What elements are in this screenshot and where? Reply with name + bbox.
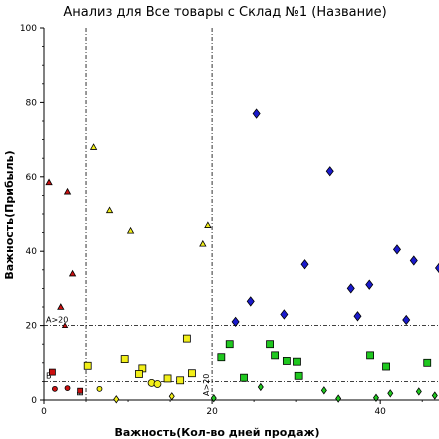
- data-point: [409, 255, 418, 266]
- annotation-label: A>20: [46, 316, 68, 325]
- data-point: [168, 392, 175, 401]
- data-point: [240, 373, 248, 382]
- data-point: [210, 393, 217, 403]
- data-point: [68, 269, 77, 277]
- data-point: [246, 296, 255, 307]
- data-point: [113, 395, 120, 404]
- data-point: [52, 385, 58, 392]
- data-point: [153, 380, 162, 388]
- data-point: [89, 143, 98, 150]
- data-point: [120, 355, 129, 363]
- data-point: [392, 244, 401, 255]
- data-point: [96, 385, 103, 392]
- data-point: [163, 374, 172, 383]
- data-point: [431, 391, 438, 400]
- data-point: [204, 221, 212, 228]
- y-tick-label: 80: [26, 98, 38, 108]
- data-point: [64, 385, 71, 391]
- data-point: [365, 279, 374, 290]
- data-point: [61, 322, 69, 329]
- data-point: [271, 351, 280, 360]
- data-point: [434, 262, 439, 274]
- data-point: [402, 314, 411, 326]
- x-tick-label: 0: [41, 407, 47, 417]
- y-tick-label: 20: [26, 322, 38, 332]
- chart-title: Анализ для Все товары с Склад №1 (Назван…: [63, 5, 386, 20]
- data-point: [294, 371, 303, 380]
- data-point: [57, 303, 65, 310]
- data-point: [335, 394, 342, 403]
- data-point: [231, 316, 240, 328]
- data-point: [199, 239, 207, 247]
- y-tick-label: 0: [31, 396, 37, 406]
- x-axis-label: Важность(Кол-во дней продаж): [114, 426, 319, 439]
- data-point: [423, 358, 432, 367]
- data-point: [387, 389, 394, 398]
- annotation-label: A>20: [202, 374, 211, 396]
- data-point: [188, 369, 196, 378]
- data-point: [353, 311, 362, 322]
- data-point: [280, 309, 289, 320]
- data-point: [252, 108, 261, 119]
- data-point: [105, 206, 114, 214]
- data-point: [325, 166, 334, 177]
- data-point: [49, 368, 56, 376]
- data-point: [176, 376, 185, 385]
- data-point: [300, 259, 309, 270]
- data-point: [372, 393, 379, 402]
- data-point: [366, 351, 374, 360]
- data-point: [45, 178, 53, 186]
- data-point: [77, 387, 84, 394]
- data-point: [257, 382, 264, 392]
- data-point: [182, 334, 191, 343]
- data-point: [415, 387, 422, 396]
- x-tick-label: 40: [374, 407, 386, 417]
- data-point: [382, 362, 390, 371]
- y-axis-label: Важность(Прибыль): [3, 150, 16, 279]
- data-point: [83, 361, 92, 370]
- y-tick-label: 40: [26, 247, 38, 257]
- data-point: [346, 283, 355, 294]
- data-point: [126, 226, 135, 234]
- data-point: [225, 340, 234, 349]
- data-point: [135, 370, 143, 378]
- annotation-label: B: [46, 371, 52, 380]
- data-point: [282, 357, 291, 365]
- y-tick-label: 60: [26, 173, 38, 183]
- data-point: [320, 386, 327, 395]
- data-point: [63, 187, 72, 195]
- data-point: [217, 353, 226, 362]
- data-point: [293, 357, 301, 366]
- y-tick-label: 100: [20, 24, 37, 34]
- x-tick-label: 20: [206, 407, 218, 417]
- data-point: [266, 340, 274, 349]
